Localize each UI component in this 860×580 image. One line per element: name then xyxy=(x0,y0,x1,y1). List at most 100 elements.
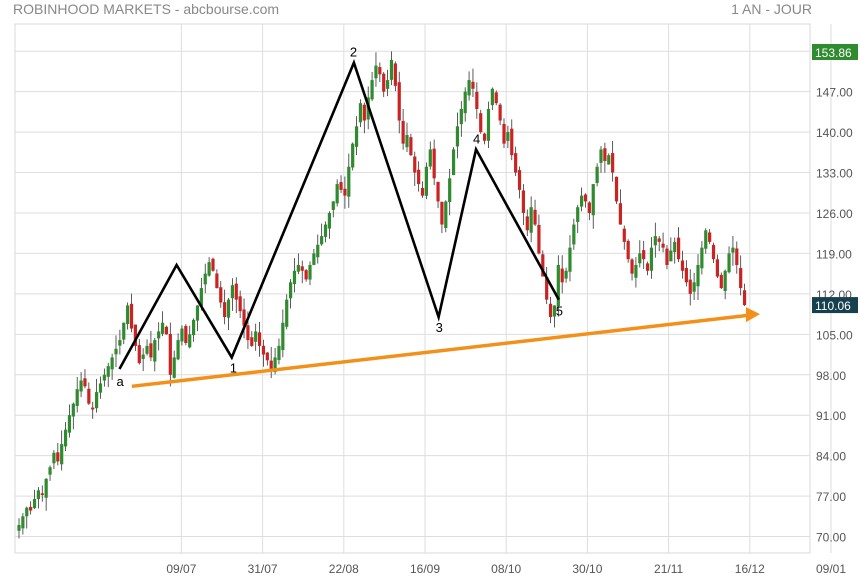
candle xyxy=(195,305,200,321)
candle xyxy=(285,299,289,327)
pattern-lines: a 1 2 3 4 5 xyxy=(116,45,760,389)
candle xyxy=(397,82,401,121)
candle xyxy=(141,354,145,359)
candle xyxy=(323,224,328,237)
candle xyxy=(44,478,48,498)
candle xyxy=(157,331,161,339)
candle xyxy=(67,415,72,433)
candle xyxy=(261,345,266,355)
candle xyxy=(630,259,634,274)
candle xyxy=(75,389,79,406)
x-tick-label: 30/10 xyxy=(572,562,602,576)
candle xyxy=(145,345,149,354)
candle xyxy=(436,181,440,202)
candle xyxy=(611,153,615,173)
candle xyxy=(184,326,188,343)
pattern-label: 4 xyxy=(473,131,480,146)
candle xyxy=(273,357,277,372)
candle xyxy=(653,236,657,246)
candle xyxy=(56,452,60,462)
candle xyxy=(312,253,316,265)
candle xyxy=(211,258,215,271)
candle xyxy=(168,333,172,375)
y-tick-label: 105.00 xyxy=(816,328,853,342)
candle xyxy=(517,170,522,190)
candle xyxy=(424,166,428,196)
candle xyxy=(223,302,227,317)
candle xyxy=(677,237,681,260)
period-label[interactable]: 1 AN - JOUR xyxy=(731,1,812,17)
candle xyxy=(459,108,463,125)
candle xyxy=(471,81,475,89)
candle xyxy=(203,273,207,285)
y-tick-label: 70.00 xyxy=(816,531,846,545)
candle xyxy=(370,80,374,100)
candle xyxy=(343,188,347,196)
high-price-badge: 153.86 xyxy=(815,46,852,60)
candle xyxy=(661,243,665,248)
candle xyxy=(545,276,549,300)
chart-grid xyxy=(14,23,832,554)
candle xyxy=(657,238,661,242)
candle xyxy=(618,203,622,225)
candle xyxy=(708,232,712,242)
candle xyxy=(409,137,413,156)
candle xyxy=(98,383,103,393)
candle xyxy=(374,65,378,79)
candle xyxy=(176,340,180,360)
candle xyxy=(393,63,397,86)
candle xyxy=(192,319,196,336)
candle xyxy=(129,303,134,329)
candle xyxy=(552,305,557,317)
candle xyxy=(339,182,343,190)
candle xyxy=(731,247,735,253)
candle xyxy=(126,305,130,324)
candle xyxy=(432,148,436,179)
candle xyxy=(300,266,304,271)
candle xyxy=(172,357,176,378)
candle xyxy=(265,352,269,361)
candle xyxy=(29,506,33,511)
candle xyxy=(91,407,95,410)
candle xyxy=(451,149,456,176)
candle xyxy=(700,247,704,269)
candle xyxy=(483,133,487,141)
pattern-line xyxy=(118,59,560,370)
y-tick-label: 98.00 xyxy=(816,369,846,383)
candle xyxy=(440,201,444,225)
candle xyxy=(358,103,363,123)
candle xyxy=(230,285,234,299)
y-tick-label: 140.00 xyxy=(816,126,853,140)
candle xyxy=(401,120,405,144)
candle xyxy=(133,324,137,346)
candle xyxy=(160,322,165,334)
candle xyxy=(502,123,506,144)
candle xyxy=(106,366,110,377)
candle xyxy=(704,230,708,249)
last-price-badge: 110.06 xyxy=(815,299,851,313)
candle xyxy=(696,264,700,287)
candle xyxy=(63,429,68,447)
candles xyxy=(17,51,747,539)
candle xyxy=(715,259,719,277)
candle xyxy=(219,287,223,303)
candle xyxy=(607,155,611,165)
candle xyxy=(32,498,37,509)
trendline-arrowhead xyxy=(746,307,760,323)
candle xyxy=(137,345,141,364)
candle xyxy=(634,264,638,278)
candle xyxy=(510,128,514,156)
candle xyxy=(568,247,572,272)
candle xyxy=(316,244,320,258)
candle xyxy=(719,274,723,289)
candle xyxy=(599,149,603,163)
candle xyxy=(405,134,409,148)
pattern-label: 1 xyxy=(230,360,237,375)
candle xyxy=(386,80,390,89)
candle xyxy=(417,169,421,185)
candle xyxy=(626,240,630,260)
x-tick-label: 16/12 xyxy=(735,562,765,576)
candle xyxy=(564,270,568,279)
candle xyxy=(742,290,747,306)
